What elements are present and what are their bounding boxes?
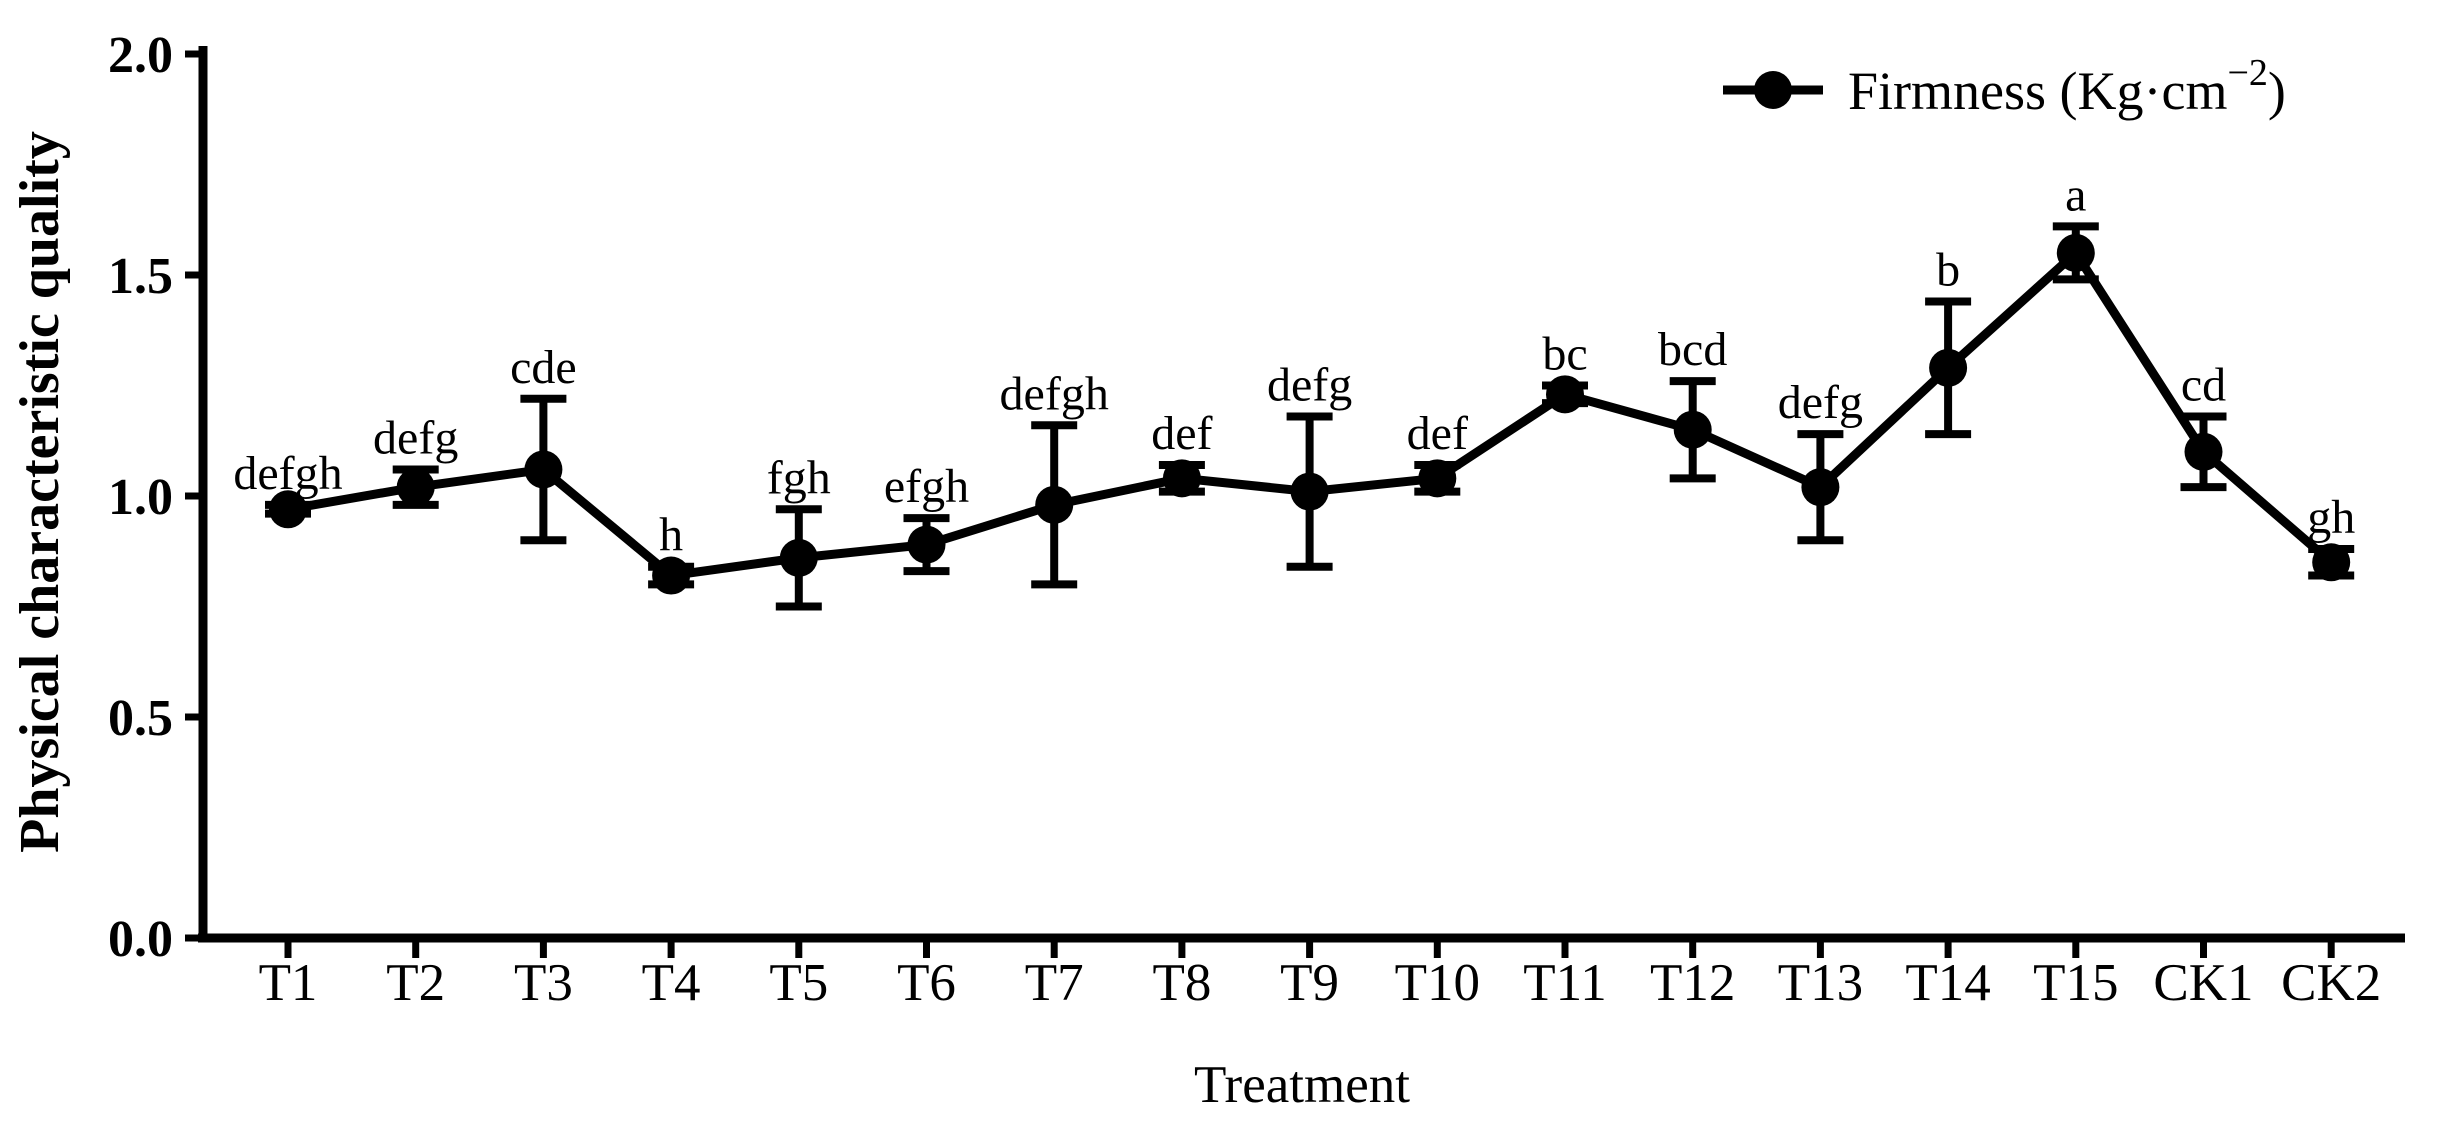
data-point-marker [2312,543,2351,582]
data-point-marker [524,450,563,489]
data-point-marker [2184,432,2223,471]
significance-letter: efgh [884,460,969,513]
data-point-marker [2056,233,2095,272]
significance-letter: defg [1778,376,1863,429]
x-tick-label: T14 [1905,954,1990,1012]
data-point-marker [1162,459,1201,498]
x-tick-label: T10 [1395,954,1480,1012]
x-tick-label: T11 [1523,954,1606,1012]
significance-letter: b [1936,244,1960,297]
x-tick-label: CK2 [2281,954,2381,1012]
data-point-marker [652,556,691,595]
significance-letter: defgh [1000,367,1109,420]
significance-letter: def [1407,407,1468,460]
significance-letter: gh [2307,491,2355,544]
data-point-marker [907,525,946,564]
y-tick-label: 1.5 [108,248,173,305]
significance-letter: bc [1542,328,1587,381]
x-tick-label: T9 [1280,954,1339,1012]
significance-letter: a [2065,168,2086,221]
significance-letter: fgh [767,451,831,504]
data-point-marker [1418,459,1457,498]
x-axis-title: Treatment [1194,1056,1410,1114]
significance-letter: cd [2181,358,2226,411]
x-tick-label: CK1 [2153,954,2253,1012]
significance-letter: cde [510,341,577,394]
data-point-marker [1801,468,1840,507]
data-point-marker [1673,410,1712,449]
data-point-marker [1929,348,1968,387]
x-tick-label: T12 [1650,954,1735,1012]
data-point-marker [396,468,435,507]
data-series [269,233,2351,595]
significance-letter: defgh [233,447,342,500]
significance-letter: bcd [1658,323,1727,376]
legend-marker-circle-icon [1754,71,1792,109]
data-point-marker [1035,485,1074,524]
x-tick-label: T7 [1025,954,1084,1012]
x-axis-ticks: T1 T2 T3 T4 T5 T6 T7 T8 T9 T10 T11 T12 T13 T14 T15 CK1 C… [259,942,2381,1012]
y-tick-label: 0.0 [108,911,173,968]
significance-letter: h [659,509,683,562]
y-tick-label: 2.0 [108,27,173,84]
x-tick-label: T2 [386,954,445,1012]
x-tick-label: T15 [2033,954,2118,1012]
legend: Firmness (Kg·cm−2) [1723,52,2286,121]
y-tick-label: 1.0 [108,469,173,526]
data-point-marker [1290,472,1329,511]
significance-letter: defg [373,411,458,464]
data-point-marker [269,490,307,529]
x-tick-label: T8 [1152,954,1211,1012]
data-point-marker [779,538,818,577]
x-tick-label: T13 [1778,954,1863,1012]
x-tick-label: T6 [897,954,956,1012]
y-tick-label: 0.5 [108,690,173,747]
x-tick-label: T5 [769,954,828,1012]
significance-letter: defg [1267,358,1352,411]
significance-letter: def [1151,407,1212,460]
x-tick-label: T4 [642,954,701,1012]
y-axis-ticks: 0.0 0.5 1.0 1.5 2.0 [108,27,203,968]
legend-series-label: Firmness (Kg·cm−2) [1848,52,2286,121]
data-point-marker [1546,375,1584,414]
x-tick-label: T1 [259,954,318,1012]
x-tick-label: T3 [514,954,573,1012]
y-axis-title: Physical characteristic quality [9,131,71,853]
